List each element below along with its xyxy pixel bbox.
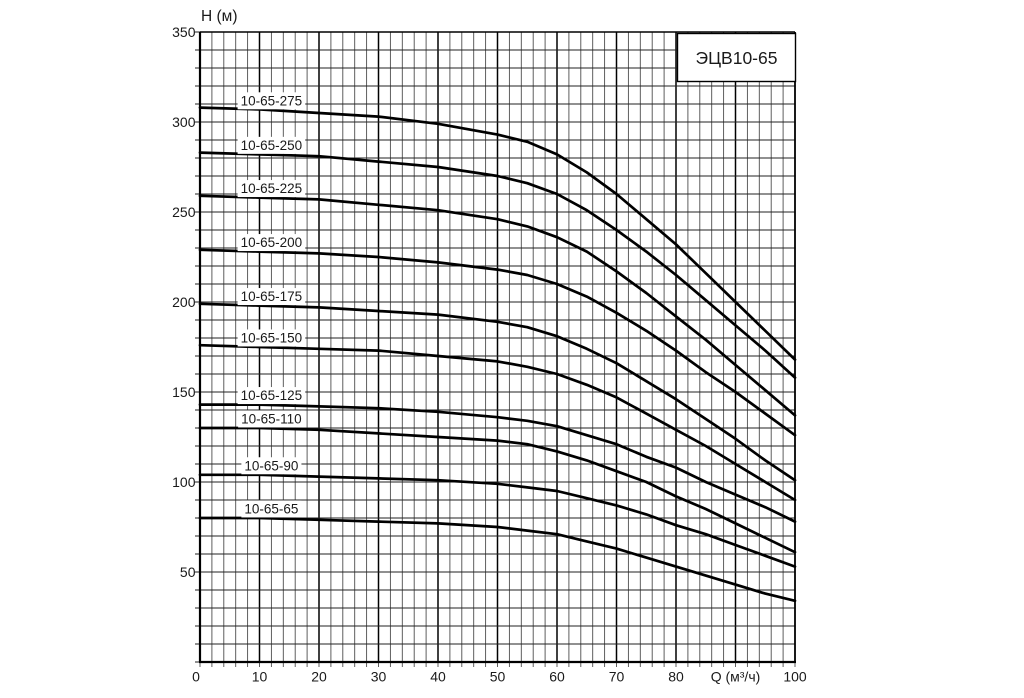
curve-label-bg (237, 92, 306, 110)
curve-label-bg (237, 288, 306, 306)
curve-label-bg (237, 329, 306, 347)
y-tick-label-100: 100 (172, 474, 196, 490)
curve-label-bg (237, 234, 306, 252)
plot-border (198, 31, 796, 664)
curve-label-10-65-90: 10-65-90 (244, 458, 298, 473)
curve-label-10-65-125: 10-65-125 (241, 388, 303, 403)
curve-10-65-125 (198, 403, 797, 523)
curve-label-10-65-110: 10-65-110 (241, 411, 302, 426)
x-tick-label-80: 80 (668, 669, 684, 685)
x-tick-label-20: 20 (311, 669, 327, 685)
model-badge-box (676, 32, 797, 83)
curve-10-65-250 (198, 151, 797, 379)
curve-10-65-110 (198, 426, 797, 554)
x-tick-labels: 0 10 20 30 40 50 60 70 80 100 (192, 669, 807, 685)
curve-label-10-65-175: 10-65-175 (241, 289, 303, 304)
curve-label-bg (237, 136, 306, 154)
curve-label-10-65-250: 10-65-250 (241, 138, 303, 153)
x-tick-label-40: 40 (430, 669, 446, 685)
x-tick-label-100: 100 (783, 669, 807, 685)
curve-10-65-200 (198, 248, 797, 437)
x-tick-label-70: 70 (609, 669, 625, 685)
pump-curves (198, 106, 797, 603)
curve-labels: 10-65-275 10-65-250 10-65-225 10-65-200 10-6… (237, 92, 306, 518)
grid-horizontal-lines (200, 31, 795, 663)
y-tick-label-350: 350 (172, 24, 196, 40)
y-tick-labels: 350 300 250 200 150 100 50 (172, 24, 196, 580)
curve-10-65-150 (198, 343, 797, 502)
curve-10-65-90 (198, 473, 797, 568)
y-tick-label-200: 200 (172, 294, 196, 310)
curve-label-10-65-275: 10-65-275 (241, 93, 303, 108)
x-axis-unit-label: Q (м³/ч) (711, 669, 761, 685)
y-axis-title: H (м) (201, 8, 237, 25)
curve-label-bg (238, 410, 305, 428)
curve-10-65-175 (198, 302, 797, 482)
x-tick-label-30: 30 (371, 669, 387, 685)
curve-label-10-65-225: 10-65-225 (241, 181, 303, 196)
curve-10-65-275 (198, 106, 797, 361)
curve-label-10-65-65: 10-65-65 (244, 501, 298, 516)
x-tick-label-10: 10 (252, 669, 268, 685)
curve-label-10-65-150: 10-65-150 (241, 330, 303, 345)
y-tick-label-250: 250 (172, 204, 196, 220)
x-tick-label-50: 50 (490, 669, 506, 685)
curve-label-bg (241, 457, 302, 475)
curve-label-bg (237, 180, 306, 198)
model-badge-label: ЭЦВ10-65 (696, 48, 778, 68)
y-tick-label-300: 300 (172, 114, 196, 130)
y-tick-label-50: 50 (180, 564, 196, 580)
curve-10-65-65 (198, 516, 797, 603)
y-tick-label-150: 150 (172, 384, 196, 400)
model-badge: ЭЦВ10-65 (676, 32, 797, 83)
curve-10-65-225 (198, 194, 797, 417)
x-tick-label-60: 60 (549, 669, 565, 685)
curve-label-bg (241, 500, 302, 518)
curve-label-10-65-200: 10-65-200 (241, 235, 303, 250)
x-tick-label-0: 0 (192, 669, 200, 685)
curve-label-bg (237, 387, 306, 405)
